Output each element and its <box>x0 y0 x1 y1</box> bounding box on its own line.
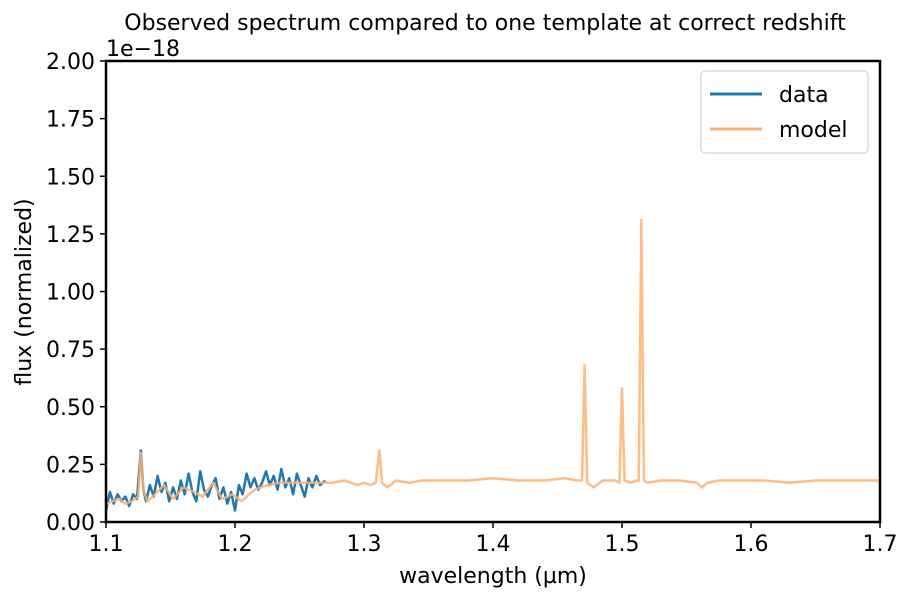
series-line-model <box>106 218 880 505</box>
axes: 1.1 1.2 1.3 1.4 1.5 1.6 1.7 0.00 0.25 0.50 0.75 1.0… <box>46 50 897 557</box>
x-axis-label: wavelength (µm) <box>399 564 587 589</box>
y-tick-label: 1.25 <box>46 223 95 248</box>
y-tick-label: 2.00 <box>46 50 95 75</box>
x-tick-label: 1.6 <box>734 532 769 557</box>
y-tick-label: 1.50 <box>46 165 95 190</box>
y-axis-label: flux (normalized) <box>12 198 37 385</box>
legend: data model <box>700 70 869 154</box>
legend-frame <box>700 70 869 154</box>
x-tick-label: 1.1 <box>89 532 124 557</box>
x-tick-label: 1.5 <box>605 532 640 557</box>
chart-title: Observed spectrum compared to one templa… <box>124 11 846 36</box>
legend-label-model: model <box>779 118 848 143</box>
series-layer <box>106 218 880 512</box>
y-tick-label: 0.00 <box>46 511 95 536</box>
y-tick-label: 1.00 <box>46 281 95 306</box>
x-tick-label: 1.4 <box>476 532 511 557</box>
x-tick-label: 1.2 <box>218 532 253 557</box>
x-tick-label: 1.3 <box>347 532 382 557</box>
y-tick-label: 0.75 <box>46 338 95 363</box>
x-tick-label: 1.7 <box>863 532 898 557</box>
y-tick-label: 1.75 <box>46 108 95 133</box>
y-tick-label: 0.50 <box>46 396 95 421</box>
y-tick-label: 0.25 <box>46 453 95 478</box>
y-offset-label: 1e−18 <box>106 37 180 62</box>
legend-label-data: data <box>779 83 829 108</box>
